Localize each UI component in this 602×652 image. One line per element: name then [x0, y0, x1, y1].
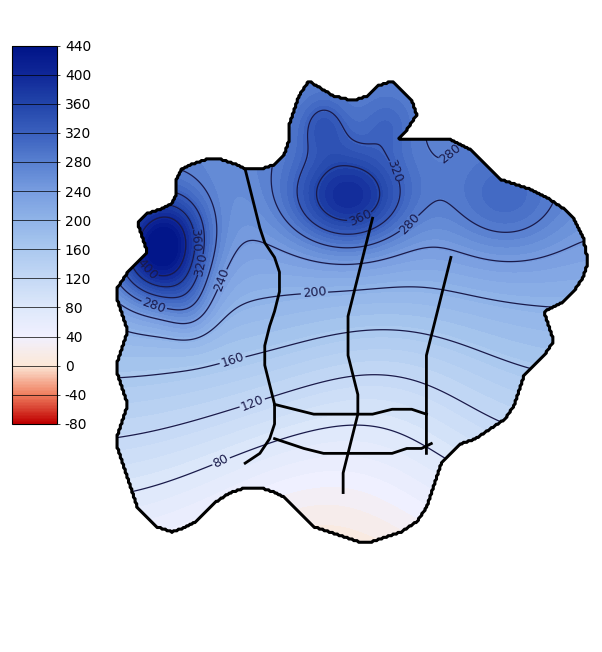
Text: 280: 280 — [140, 295, 167, 316]
Text: 160: 160 — [219, 350, 246, 370]
Text: 240: 240 — [212, 266, 232, 293]
Text: 320: 320 — [385, 157, 405, 184]
Text: 320: 320 — [192, 252, 209, 278]
Text: 280: 280 — [437, 141, 464, 166]
Text: 360: 360 — [188, 228, 202, 252]
Text: 400: 400 — [134, 256, 160, 283]
Text: 200: 200 — [302, 286, 327, 301]
Text: 120: 120 — [239, 393, 265, 413]
Text: 280: 280 — [397, 211, 423, 237]
Text: 80: 80 — [211, 452, 231, 471]
Text: 360: 360 — [347, 207, 374, 229]
